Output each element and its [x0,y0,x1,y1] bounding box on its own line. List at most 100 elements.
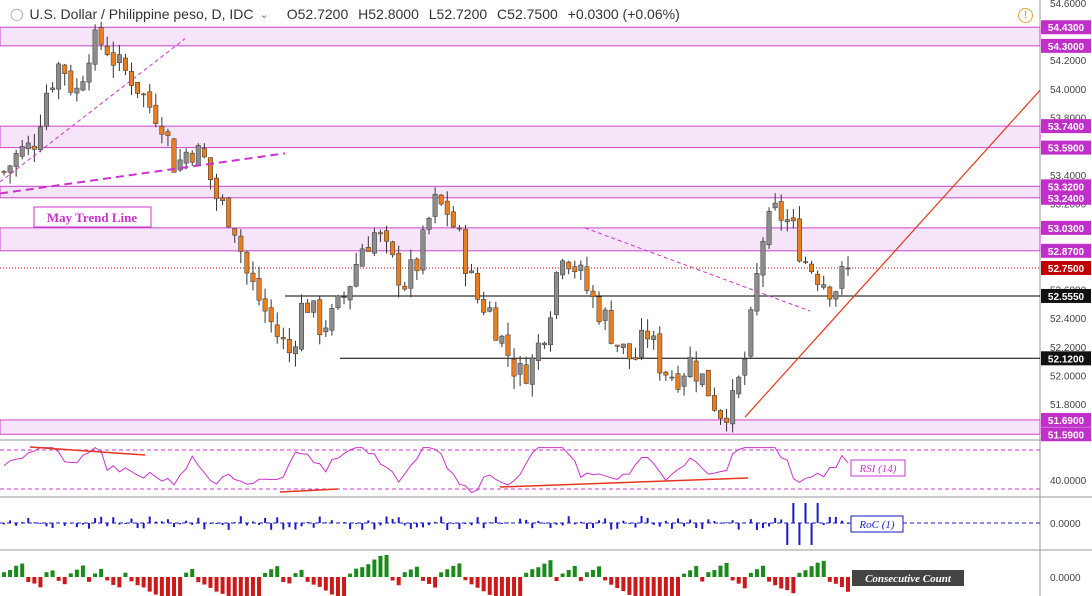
roc-bar [743,522,746,524]
count-bar [530,569,535,577]
candle-body [487,307,493,312]
warning-icon[interactable]: ! [1018,8,1033,23]
roc-bar [251,521,254,523]
candle-body [584,266,590,291]
count-bar [578,577,583,582]
roc-bar [701,523,704,530]
candle-body [62,64,68,74]
count-bar [584,572,589,577]
candle-body [426,217,432,230]
candle-body [511,358,517,377]
roc-bar [604,518,607,523]
roc-bar [288,523,291,528]
price-tag-label: 52.5550 [1048,292,1085,303]
roc-bar [610,523,613,530]
count-bar [244,577,249,596]
count-bar [287,577,292,584]
count-bar [475,577,480,588]
candle-body [493,307,499,341]
candle-body [633,357,638,360]
candle-body [620,343,626,348]
candle-body [414,258,420,272]
candle-body [693,360,699,382]
roc-bar [245,523,248,526]
candle-body [104,46,110,55]
count-bar [803,570,808,577]
count-bar [590,569,595,577]
circle-icon[interactable]: ◯ [10,7,24,21]
chart-header: ◯ U.S. Dollar / Philippine peso, D, IDC … [0,0,1040,28]
roc-bar [847,522,849,524]
candle-body [408,259,414,289]
candle-body [602,309,608,321]
count-bar [384,555,389,577]
roc-bar [537,520,540,523]
candle-body [44,92,49,127]
count-bar [354,568,359,577]
roc-bar [258,523,261,525]
axis-tick-label: 51.8000 [1050,400,1087,411]
count-label: Consecutive Count [865,573,952,585]
count-bar [32,577,37,584]
candle-body [56,63,62,90]
roc-bar [440,516,443,523]
count-bar [87,577,92,582]
candle-body [365,247,371,252]
price-tag-label: 53.0300 [1048,224,1085,235]
roc-bar [118,523,121,525]
candle-body [293,346,298,355]
count-bar [445,569,450,577]
price-tag-label: 53.3200 [1048,182,1085,193]
change-value: +0.0300 (+0.06%) [567,6,680,22]
count-bar [105,577,110,581]
roc-bar [361,523,364,530]
roc-bar [670,523,673,529]
candle-body [189,152,195,163]
roc-bar [828,516,831,523]
candle-body [614,344,620,347]
candle-body [523,364,529,384]
price-tag-label: 54.4300 [1048,23,1085,34]
candle-body [171,138,177,173]
count-bar [815,562,820,577]
count-bar [724,562,729,577]
candle-body [803,261,808,263]
roc-bar [81,523,84,525]
roc-bar [761,523,764,529]
price-tag [1041,179,1091,194]
count-bar [135,577,140,586]
count-bar [809,566,814,577]
count-bar [700,577,705,582]
count-bar [536,567,541,577]
roc-bar [731,520,734,523]
roc-bar [112,517,115,523]
symbol-title[interactable]: U.S. Dollar / Philippine peso, D, IDC [29,6,254,22]
chevron-down-icon[interactable]: ⌄ [259,8,269,21]
roc-bar [385,516,388,523]
roc-bar [39,523,42,524]
roc-bar [318,516,321,523]
count-bar [44,572,49,577]
count-bar [220,577,225,594]
roc-bar [409,523,412,529]
candle-body [657,333,663,374]
count-bar [505,577,510,596]
price-tag [1041,190,1091,205]
roc-bar [421,523,424,528]
count-bar [797,572,802,577]
count-bar [342,577,347,596]
count-bar [159,577,164,596]
candle-body [165,131,171,136]
candle-body [821,284,827,288]
candle-body [274,324,280,337]
candle-body [444,200,450,215]
roc-bar [755,523,758,530]
roc-bar [197,517,200,523]
roc-bar [227,523,230,530]
candle-body [529,357,535,385]
count-bar [487,577,492,595]
candle-body [207,157,213,181]
price-tag [1041,243,1091,258]
price-tag-label: 52.8700 [1048,247,1085,258]
